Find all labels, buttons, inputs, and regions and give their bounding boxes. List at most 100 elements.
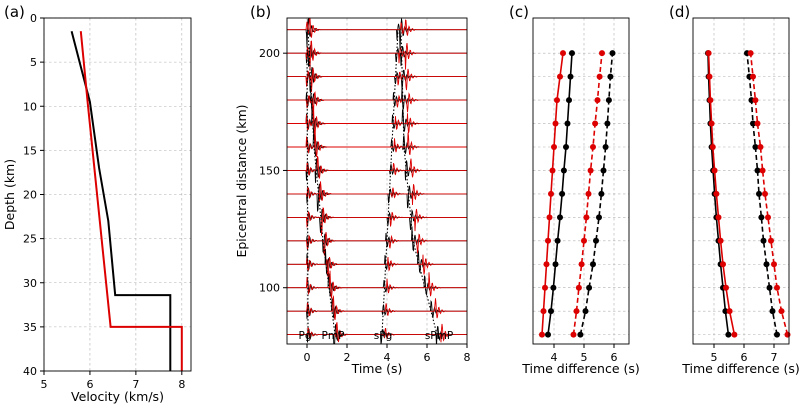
panel-d-data-point bbox=[768, 237, 774, 244]
panel-d-data-point bbox=[754, 120, 761, 127]
panel-d-data-point bbox=[706, 73, 713, 80]
panel-c-data-point bbox=[557, 73, 563, 80]
panel-c-data-point bbox=[602, 143, 609, 150]
panel-d-data-point bbox=[720, 261, 726, 268]
panel-b-trace-red bbox=[287, 67, 467, 93]
panel-d-data-point bbox=[717, 237, 724, 244]
panel-d-data-point bbox=[784, 331, 791, 338]
panel-b-phase-label: PmP bbox=[322, 330, 345, 342]
panel-c-data-point bbox=[598, 190, 605, 197]
panel-b-label: (b) bbox=[250, 3, 271, 21]
panel-c-xtick-label: 6 bbox=[611, 351, 618, 364]
panel-c-data-point bbox=[604, 120, 611, 127]
panel-d-xtick-label: 7 bbox=[771, 351, 778, 364]
panel-b-trace-black bbox=[287, 131, 467, 156]
panel-c-frame bbox=[532, 17, 630, 345]
panel-c-data-point bbox=[593, 237, 599, 244]
panel-d-xlabel: Time difference (s) bbox=[681, 361, 800, 376]
panel-c-data-point bbox=[594, 97, 601, 104]
panel-c-data-point bbox=[566, 97, 572, 104]
panel-d-data-point bbox=[769, 308, 776, 315]
panel-c-data-point bbox=[543, 261, 550, 268]
panel-b-trace-red bbox=[287, 105, 467, 136]
panel-d-data-point bbox=[723, 284, 729, 291]
panel-a-xtick-label: 6 bbox=[86, 378, 93, 391]
panel-d-label: (d) bbox=[669, 3, 690, 21]
panel-d-data-point bbox=[750, 120, 756, 127]
panel-b-trace-red bbox=[287, 270, 467, 299]
panel-b-trace-red bbox=[287, 129, 467, 157]
panel-b-trace-red bbox=[287, 254, 467, 277]
panel-c-data-point bbox=[545, 331, 551, 338]
panel-d-data-point bbox=[750, 73, 756, 80]
panel-c-data-point bbox=[569, 50, 575, 57]
panel-d-data-point bbox=[774, 284, 780, 291]
panel-c-data-point bbox=[582, 308, 589, 315]
panel-d-xtick-label: 6 bbox=[741, 351, 748, 364]
panel-c-data-point bbox=[554, 97, 560, 104]
panel-a-xlabel: Velocity (km/s) bbox=[71, 389, 164, 404]
panel-a-xtick-label: 8 bbox=[178, 378, 185, 391]
panel-a-ytick-label: 5 bbox=[30, 56, 37, 69]
panel-b-ytick-label: 100 bbox=[259, 282, 280, 295]
panel-d-data-point bbox=[725, 331, 732, 338]
panel-b-trace-black bbox=[287, 208, 467, 233]
panel-b-xtick-label: 2 bbox=[344, 351, 351, 364]
panel-b-record-section: Pg PmP sPg sPmP 0 2 4 6 8 100 150 200 Time (s) Epicen… bbox=[234, 3, 471, 376]
panel-d-data-point bbox=[758, 214, 765, 221]
panel-c-data-point bbox=[545, 237, 551, 244]
panel-a-label: (a) bbox=[4, 3, 25, 21]
panel-b-trace-red bbox=[287, 91, 467, 115]
panel-c-data-point bbox=[567, 73, 574, 80]
panel-c-data-point bbox=[554, 237, 561, 244]
panel-b-trace-red bbox=[287, 18, 467, 38]
panel-b-trace-red bbox=[287, 232, 467, 256]
panel-d-frame bbox=[692, 17, 790, 345]
panel-b-phase-label: sPg bbox=[374, 330, 392, 342]
panel-d-xtick-label: 5 bbox=[711, 351, 718, 364]
panel-c-data-point bbox=[585, 190, 592, 197]
panel-a-ytick-label: 25 bbox=[23, 233, 37, 246]
panel-b-traces-group bbox=[287, 18, 467, 344]
panel-c-data-point bbox=[573, 308, 580, 315]
panel-a-ytick-label: 15 bbox=[23, 144, 37, 157]
panel-c-data-point bbox=[570, 331, 577, 338]
panel-c-data-point bbox=[551, 143, 557, 150]
panel-b-phase-label: Pg bbox=[299, 330, 312, 342]
panel-b-xtick-label: 8 bbox=[464, 351, 471, 364]
panel-b-xtick-label: 6 bbox=[424, 351, 431, 364]
panel-b-phase-curve-sPg bbox=[381, 29, 399, 335]
panel-d-data-point bbox=[765, 214, 771, 221]
panel-b-xlabel: Time (s) bbox=[351, 361, 403, 376]
panel-c-data-point bbox=[548, 308, 554, 315]
panel-b-phase-label: sPmP bbox=[425, 330, 453, 342]
panel-c-data-point bbox=[586, 284, 593, 291]
panel-c-data-point bbox=[552, 261, 559, 268]
panel-a-velocity-profile: 5 6 7 8 0 5 10 15 20 25 30 35 40 Velocity (km/s) Depth… bbox=[2, 3, 192, 404]
panel-b-trace-black bbox=[287, 183, 467, 213]
panel-c-data-point bbox=[563, 143, 569, 150]
panel-b-frame bbox=[286, 17, 468, 345]
panel-d-data-point bbox=[759, 167, 766, 174]
panel-b-ytick-label: 200 bbox=[259, 47, 280, 60]
panel-c-data-point bbox=[581, 237, 587, 244]
panel-d-data-point bbox=[763, 261, 770, 268]
panel-b-trace-red bbox=[287, 40, 467, 71]
panel-c-data-point bbox=[560, 167, 567, 174]
panel-d-data-point bbox=[722, 308, 729, 315]
panel-b-trace-red bbox=[287, 294, 467, 321]
panel-d-data-point bbox=[754, 167, 761, 174]
panel-d-data-point bbox=[760, 237, 767, 244]
panel-c-data-point bbox=[557, 214, 563, 221]
panel-c-data-point bbox=[607, 73, 614, 80]
panel-a-ytick-label: 35 bbox=[23, 321, 37, 334]
panel-d-data-point bbox=[711, 167, 718, 174]
panel-a-ytick-label: 0 bbox=[30, 12, 37, 25]
panel-a-xtick-label: 7 bbox=[132, 378, 139, 391]
panel-d-data-point bbox=[731, 331, 738, 338]
panel-d-data-point bbox=[757, 143, 764, 150]
panel-c-data-point bbox=[587, 167, 594, 174]
panel-b-trace-red bbox=[287, 207, 467, 236]
